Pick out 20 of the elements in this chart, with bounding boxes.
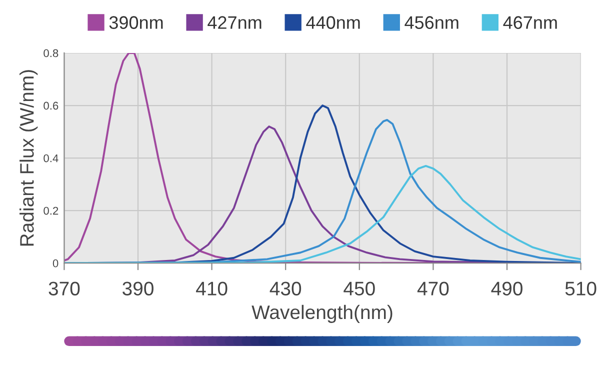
legend-label: 440nm xyxy=(306,16,360,29)
x-tick-label: 410 xyxy=(196,282,228,296)
y-axis-title: Radiant Flux (W/nm) xyxy=(20,70,38,246)
legend-label: 427nm xyxy=(208,16,262,29)
legend-label: 467nm xyxy=(503,16,557,29)
y-tick-label: 0.8 xyxy=(44,49,58,58)
x-tick-label: 450 xyxy=(344,282,375,296)
x-tick-label: 430 xyxy=(270,282,302,296)
legend-label: 456nm xyxy=(404,16,458,29)
x-tick-label: 510 xyxy=(565,282,596,296)
x-tick-label: 390 xyxy=(122,282,154,296)
x-tick-label: 490 xyxy=(491,282,522,296)
y-tick-label: 0.4 xyxy=(44,154,58,162)
x-axis-title: Wavelength(nm) xyxy=(252,304,392,323)
y-tick-label: 0.2 xyxy=(44,206,58,215)
legend-label: 390nm xyxy=(109,16,163,29)
x-tick-label: 470 xyxy=(417,282,449,296)
y-tick-label: 0 xyxy=(52,259,58,268)
y-tick-label: 0.6 xyxy=(44,102,58,110)
x-tick-label: 370 xyxy=(48,282,80,296)
